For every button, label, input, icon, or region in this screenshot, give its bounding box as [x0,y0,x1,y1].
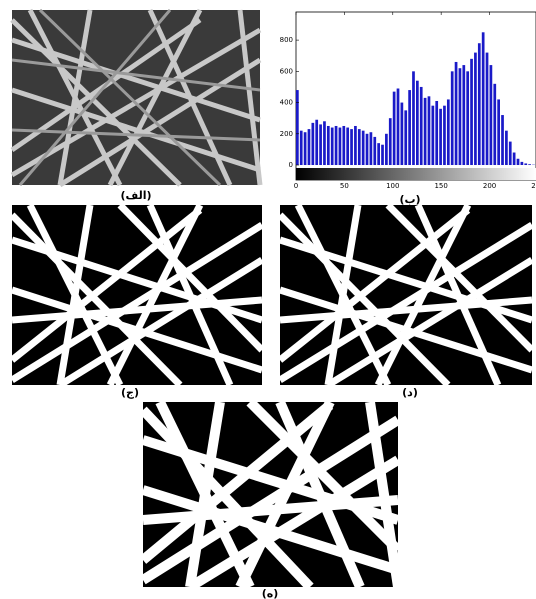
bar [513,153,516,165]
bar [482,32,485,165]
bar [339,128,342,165]
bar [517,159,520,165]
bar [404,110,407,165]
bar [470,59,473,165]
bar [377,143,380,165]
bar [304,132,307,165]
x-tick-label: 200 [483,182,496,190]
bar [431,106,434,165]
x-tick-label: 250 [531,182,536,190]
bar [315,120,318,165]
bar [308,129,311,165]
bar [373,137,376,165]
bar [521,162,524,165]
panel-label: (د) [402,386,418,399]
bar [462,65,465,165]
bar [451,71,454,165]
bar [455,62,458,165]
panel-label: (ج) [121,386,139,400]
bar [408,90,411,165]
bar [354,126,357,165]
bar [300,131,303,165]
bar [358,129,361,165]
bar [362,131,365,165]
panel-label: (ب) [399,193,420,206]
bar [416,81,419,165]
binary-image [143,402,398,587]
bar [420,87,423,165]
bar [459,68,462,165]
bar [311,123,314,165]
y-tick-label: 200 [280,130,293,138]
x-tick-label: 150 [434,182,447,190]
y-tick-label: 600 [280,67,293,75]
bar [370,132,373,165]
bar [428,96,431,165]
bar [296,90,299,165]
x-tick-label: 50 [340,182,349,190]
bar [486,53,489,165]
y-tick-label: 0 [289,161,293,169]
bar [342,126,345,165]
bar [385,134,388,165]
bar [412,71,415,165]
bar [466,71,469,165]
bar [478,43,481,165]
bar [331,128,334,165]
binary-image [12,205,262,385]
figure: (الف) 0 200 400 600 800 0 50 100 150 200 250 (ب) (… [0,0,536,599]
bar [474,53,477,165]
bar [327,126,330,165]
bar [319,124,322,165]
bar [435,101,438,165]
bar [350,129,353,165]
bar [509,142,512,165]
panel-label: (ه) [262,587,279,599]
bar [501,115,504,165]
x-tick-label: 0 [294,182,298,190]
y-tick-label: 800 [280,36,293,44]
bar [401,103,404,165]
bar [397,89,400,166]
bar [381,145,384,165]
bar [366,134,369,165]
bar [493,84,496,165]
bar [528,164,531,165]
y-tick-label: 400 [280,99,293,107]
bar [497,99,500,165]
bar [393,92,396,165]
bar [323,121,326,165]
bar [443,106,446,165]
panel-label: (الف) [120,189,151,202]
sem-image [12,10,260,185]
bar [524,163,527,165]
histogram: 0 200 400 600 800 0 50 100 150 200 250 [280,12,536,190]
bar [490,65,493,165]
bar [505,131,508,165]
bar [335,126,338,165]
bar [424,98,427,165]
bar [439,109,442,165]
bar [346,128,349,165]
binary-image [280,205,532,385]
x-tick-label: 100 [386,182,399,190]
bar [389,118,392,165]
bar [447,99,450,165]
